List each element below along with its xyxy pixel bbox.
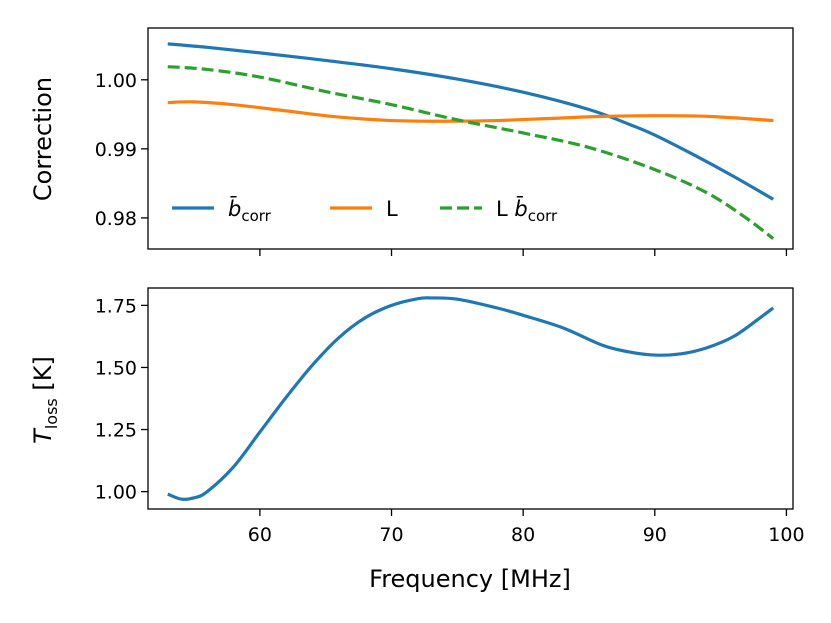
top-series-line-l bbox=[167, 100, 774, 123]
legend-label-l-b-corr: L b̄corr bbox=[496, 196, 558, 225]
top-panel: 0.98 0.99 1.00 Correction b̄corr L L b̄corr bbox=[29, 27, 794, 256]
top-y-tick-label: 1.00 bbox=[95, 70, 137, 92]
legend: b̄corr L L b̄corr bbox=[172, 196, 558, 225]
bottom-x-tick-label: 90 bbox=[643, 524, 667, 546]
top-y-axis-label: Correction bbox=[29, 77, 57, 201]
bottom-y-tick-label: 1.00 bbox=[95, 482, 137, 504]
bottom-y-tick-label: 1.75 bbox=[95, 295, 137, 317]
bottom-plot-frame bbox=[147, 287, 794, 510]
bottom-y-ticks: 1.00 1.25 1.50 1.75 bbox=[95, 295, 148, 504]
bottom-ylabel-base: T bbox=[29, 427, 57, 444]
bottom-x-tick-label: 70 bbox=[379, 524, 403, 546]
top-series-line-l-b-corr bbox=[167, 65, 775, 240]
bottom-series-line-t-loss bbox=[167, 296, 775, 501]
bottom-y-tick-label: 1.50 bbox=[95, 357, 137, 379]
top-y-tick-label: 0.99 bbox=[95, 139, 137, 161]
bottom-x-tick-label: 60 bbox=[248, 524, 272, 546]
top-series-group bbox=[167, 42, 775, 240]
bottom-x-ticks: 60 70 80 90 100 bbox=[248, 509, 805, 546]
bottom-series-group bbox=[167, 296, 775, 501]
bottom-x-tick-label: 100 bbox=[768, 524, 804, 546]
top-plot-frame bbox=[147, 27, 794, 250]
top-y-ticks: 0.98 0.99 1.00 bbox=[95, 70, 148, 230]
bottom-y-tick-label: 1.25 bbox=[95, 420, 137, 442]
top-x-ticks bbox=[259, 249, 788, 256]
top-series-line-b-corr bbox=[167, 42, 775, 201]
x-axis-label: Frequency [MHz] bbox=[369, 565, 571, 593]
legend-label-l: L bbox=[386, 197, 398, 221]
legend-label-b-corr: b̄corr bbox=[228, 196, 272, 225]
top-y-tick-label: 0.98 bbox=[95, 208, 137, 230]
bottom-x-tick-label: 80 bbox=[511, 524, 535, 546]
bottom-ylabel-unit: [K] bbox=[29, 356, 57, 398]
bottom-panel: 1.00 1.25 1.50 1.75 60 70 80 90 100 Tloss [K] F… bbox=[29, 287, 805, 593]
bottom-y-axis-label: Tloss [K] bbox=[29, 356, 61, 444]
bottom-ylabel-sub: loss bbox=[42, 398, 61, 429]
